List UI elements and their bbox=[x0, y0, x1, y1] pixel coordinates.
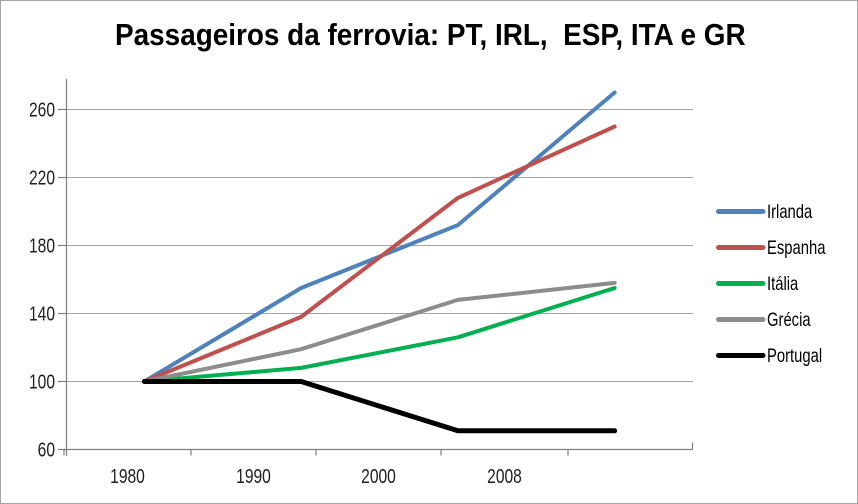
x-tick-label: 1980 bbox=[110, 465, 145, 487]
y-tick-label: 60 bbox=[38, 439, 55, 461]
y-tick-label: 180 bbox=[29, 235, 55, 257]
chart-title: Passageiros da ferrovia: PT, IRL, ESP, I… bbox=[1, 17, 857, 53]
x-tick-label: 2000 bbox=[361, 465, 396, 487]
x-tick-label: 1990 bbox=[236, 465, 271, 487]
y-tick-label: 100 bbox=[29, 371, 55, 393]
legend-label: Irlanda bbox=[767, 201, 813, 222]
series-line-portugal bbox=[141, 379, 618, 434]
y-tick-label: 220 bbox=[29, 167, 55, 189]
legend-label: Itália bbox=[767, 273, 799, 294]
legend-label: Grécia bbox=[767, 309, 811, 330]
series-line-grécia bbox=[142, 280, 617, 384]
series-line-itália bbox=[142, 286, 617, 384]
legend-label: Portugal bbox=[767, 345, 822, 366]
series-line-irlanda bbox=[142, 90, 617, 384]
series-line-espanha bbox=[142, 124, 617, 384]
y-tick-label: 140 bbox=[29, 303, 55, 325]
x-tick-label: 2008 bbox=[487, 465, 522, 487]
legend-label: Espanha bbox=[767, 237, 826, 258]
y-tick-label: 260 bbox=[29, 99, 55, 121]
chart-title-text: Passageiros da ferrovia: PT, IRL, ESP, I… bbox=[114, 17, 746, 52]
